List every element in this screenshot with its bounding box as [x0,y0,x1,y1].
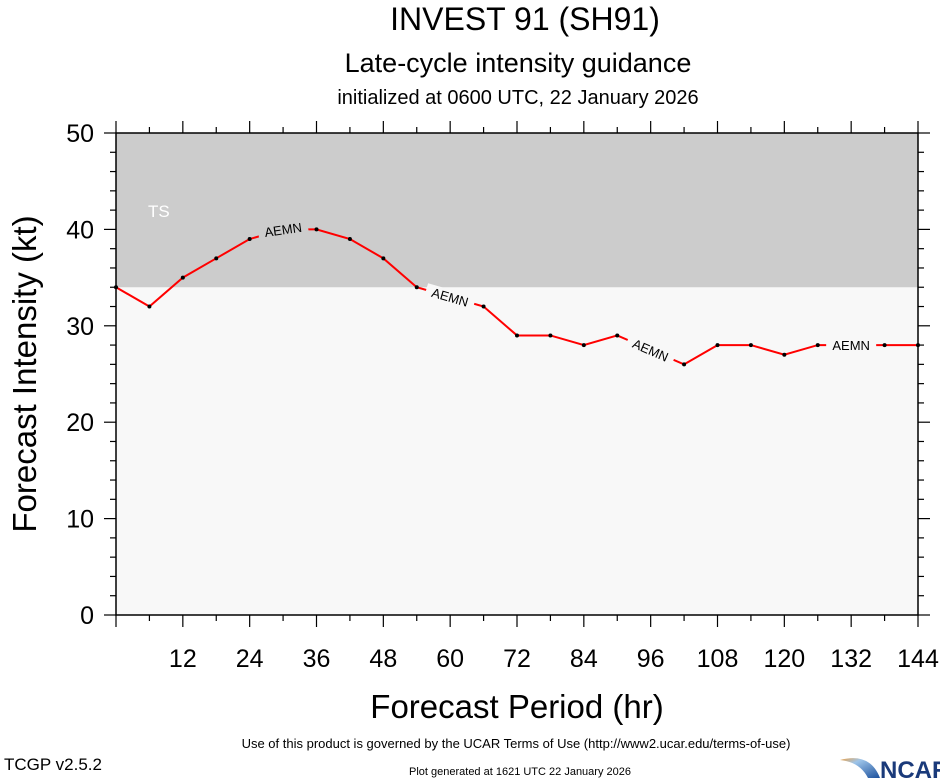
terms-of-use: Use of this product is governed by the U… [242,736,791,751]
series-label-bg [257,218,309,240]
data-point [882,343,887,348]
series-label: AEMN [826,338,877,353]
x-tick-label: 48 [369,645,397,673]
ncar-logo: NCAR [840,757,940,780]
data-point [214,256,219,261]
data-point [782,352,787,357]
x-tick-label: 84 [570,645,598,673]
x-tick-label: 72 [503,645,531,673]
generated-time: Plot generated at 1621 UTC 22 January 20… [409,766,631,778]
y-tick-label: 30 [66,313,94,341]
x-tick-label: 144 [897,645,939,673]
data-point [581,343,586,348]
data-point [748,343,753,348]
band-ts [116,133,918,288]
y-tick-label: 10 [66,506,94,534]
series-label-text: AEMN [263,220,302,240]
y-tick-label: 20 [66,409,94,437]
x-tick-label: 132 [830,645,872,673]
data-point [615,333,620,338]
svg-text:NCAR: NCAR [880,757,940,780]
data-point [381,256,386,261]
series-label-text: AEMN [832,338,870,353]
data-point [314,227,319,232]
data-point [414,285,419,290]
series-label-bg [826,338,877,353]
chart-title: INVEST 91 (SH91) [390,1,660,37]
y-tick-label: 0 [80,602,94,630]
data-point [347,237,352,242]
y-tick-label: 50 [66,120,94,148]
data-point [515,333,519,338]
x-tick-label: 60 [436,645,464,673]
x-tick-label: 36 [303,645,331,673]
series-label-bg [624,333,677,367]
chart-subtitle: Late-cycle intensity guidance [345,48,692,78]
series-label: AEMN [257,218,309,240]
data-point [147,304,152,309]
x-tick-label: 108 [697,645,739,673]
x-tick-label: 96 [637,645,665,673]
data-point [815,343,820,348]
data-point [180,275,185,280]
series-label-bg [424,283,477,311]
x-tick-label: 120 [763,645,805,673]
x-axis-label: Forecast Period (hr) [370,688,663,725]
data-point [682,362,687,367]
data-point [916,343,920,348]
data-point [247,237,252,242]
y-tick-label: 40 [66,216,94,244]
y-axis-label: Forecast Intensity (kt) [6,215,43,532]
data-point [548,333,553,338]
chart-init-time: initialized at 0600 UTC, 22 January 2026 [337,87,698,109]
band-label: TS [148,202,170,221]
data-point [481,304,486,309]
version-label: TCGP v2.5.2 [4,755,102,774]
data-point [715,343,720,348]
x-tick-label: 12 [169,645,197,673]
data-point [114,285,118,290]
x-tick-label: 24 [236,645,264,673]
